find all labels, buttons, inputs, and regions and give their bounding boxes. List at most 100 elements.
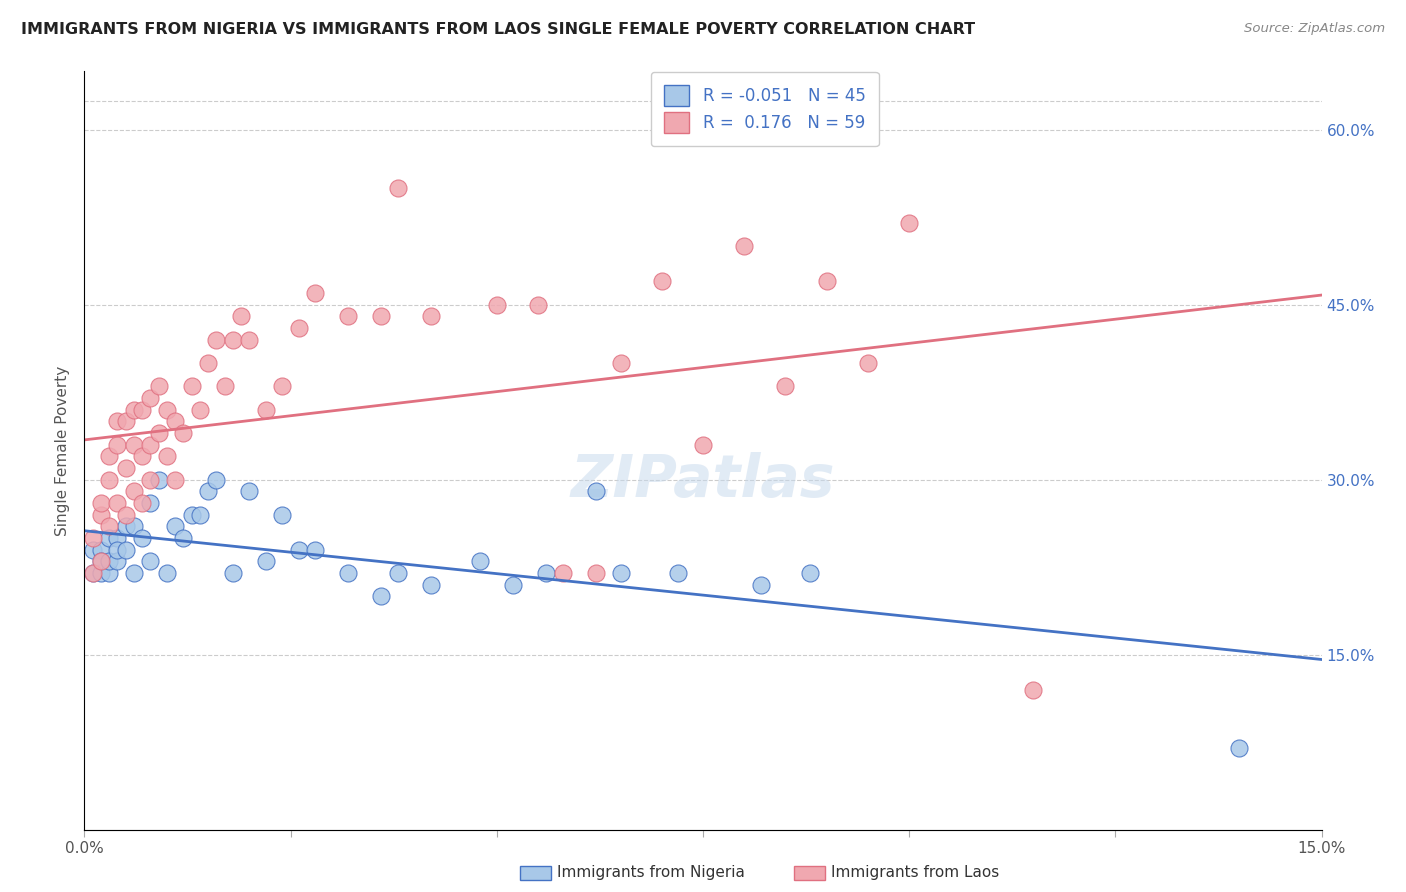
Point [90,554,112,568]
Text: Source: ZipAtlas.com: Source: ZipAtlas.com [1244,22,1385,36]
Point [148,379,170,393]
Point [387,566,409,580]
Point [105,414,128,428]
Text: IMMIGRANTS FROM NIGERIA VS IMMIGRANTS FROM LAOS SINGLE FEMALE POVERTY CORRELATIO: IMMIGRANTS FROM NIGERIA VS IMMIGRANTS FR… [21,22,976,37]
Point [90,542,112,557]
Point [1022,682,1045,697]
Point [1227,740,1250,755]
Point [304,542,326,557]
Point [82,566,104,580]
Point [139,391,162,405]
Point [131,402,153,417]
Point [165,414,187,428]
Point [105,531,128,545]
Point [105,437,128,451]
Point [749,577,772,591]
Point [105,496,128,510]
Point [205,333,228,347]
Point [470,554,492,568]
Point [229,310,252,324]
Point [288,321,311,335]
Point [609,566,631,580]
Point [214,379,236,393]
Point [337,310,360,324]
Point [122,402,145,417]
Point [222,566,245,580]
Point [222,333,245,347]
Point [156,450,179,464]
Point [105,554,128,568]
Point [156,402,179,417]
Point [238,484,260,499]
Point [98,473,121,487]
Point [188,402,211,417]
Point [90,554,112,568]
Point [139,554,162,568]
Point [856,356,879,370]
Point [205,473,228,487]
Point [122,519,145,533]
Point [485,298,508,312]
Point [288,542,311,557]
Point [114,461,136,475]
Point [651,274,673,288]
Point [238,333,260,347]
Point [90,496,112,510]
Point [387,181,409,195]
Point [82,542,104,557]
Point [105,542,128,557]
Point [733,239,755,253]
Point [799,566,821,580]
Point [370,310,392,324]
Point [172,425,194,440]
Point [90,508,112,522]
Point [585,484,607,499]
Point [254,402,277,417]
Point [172,531,194,545]
Y-axis label: Single Female Poverty: Single Female Poverty [55,366,70,535]
Point [692,437,714,451]
Point [419,577,441,591]
Point [114,414,136,428]
Point [898,216,921,230]
Point [197,484,219,499]
Point [551,566,574,580]
Point [815,274,838,288]
Point [254,554,277,568]
Point [139,496,162,510]
Point [122,437,145,451]
Point [775,379,797,393]
Point [131,531,153,545]
Point [98,450,121,464]
Point [370,589,392,603]
Point [165,473,187,487]
Point [271,379,294,393]
Point [271,508,294,522]
Point [419,310,441,324]
Text: Immigrants from Nigeria: Immigrants from Nigeria [557,865,745,880]
Point [188,508,211,522]
Point [148,473,170,487]
Point [139,473,162,487]
Point [114,519,136,533]
Point [122,566,145,580]
Legend: R = -0.051   N = 45, R =  0.176   N = 59: R = -0.051 N = 45, R = 0.176 N = 59 [651,72,879,146]
Point [148,425,170,440]
Point [197,356,219,370]
Point [122,484,145,499]
Point [502,577,524,591]
Point [666,566,689,580]
Point [337,566,360,580]
Point [536,566,558,580]
Point [527,298,550,312]
Point [98,554,121,568]
Point [90,566,112,580]
Point [585,566,607,580]
Point [98,566,121,580]
Point [98,519,121,533]
Point [114,542,136,557]
Point [82,531,104,545]
Text: ZIPatlas: ZIPatlas [571,452,835,509]
Point [139,437,162,451]
Point [165,519,187,533]
